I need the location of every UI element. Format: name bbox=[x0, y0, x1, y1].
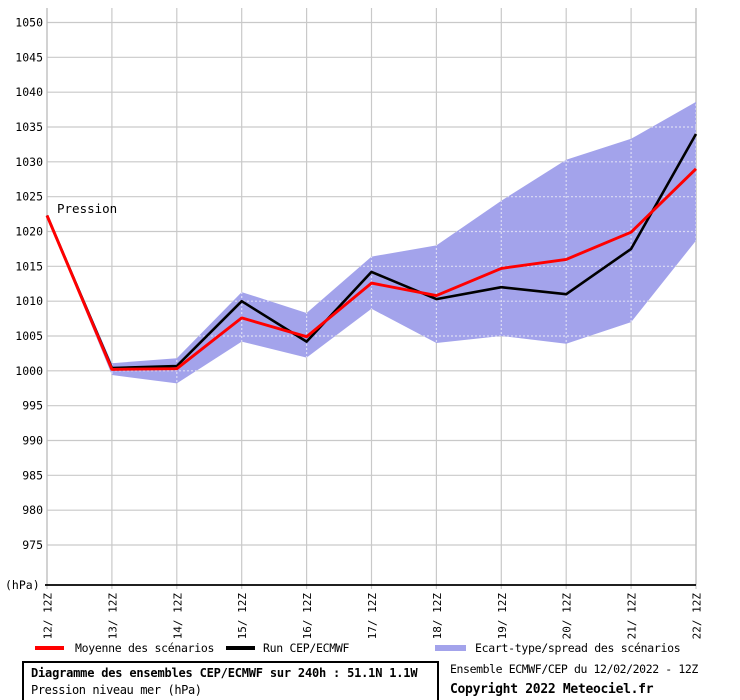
footer-right-block: Ensemble ECMWF/CEP du 12/02/2022 - 12Z C… bbox=[450, 662, 740, 697]
y-tick-label: 1045 bbox=[15, 50, 43, 64]
y-tick-label: 1000 bbox=[15, 364, 43, 378]
mean-scenarios-line bbox=[45, 167, 698, 371]
x-tick-label: 12/ 12Z bbox=[42, 593, 55, 640]
y-tick-label: 1025 bbox=[15, 190, 43, 204]
legend-label-mean: Moyenne des scénarios bbox=[75, 641, 215, 655]
run-info-text: Ensemble ECMWF/CEP du 12/02/2022 - 12Z bbox=[450, 662, 698, 676]
mean-line-swatch bbox=[35, 646, 64, 650]
x-tick-label: 21/ 12Z bbox=[626, 593, 639, 640]
chart-title: Diagramme des ensembles CEP/ECMWF sur 24… bbox=[31, 666, 418, 680]
y-tick-label: 1015 bbox=[15, 259, 43, 273]
y-tick-label: 990 bbox=[22, 434, 43, 448]
pression-label: Pression bbox=[57, 201, 117, 216]
x-tick-label: 16/ 12Z bbox=[301, 593, 314, 640]
x-tick-label: 14/ 12Z bbox=[171, 593, 184, 640]
legend-label-spread: Ecart-type/spread des scénarios bbox=[475, 641, 681, 655]
chart-info-box: Diagramme des ensembles CEP/ECMWF sur 24… bbox=[22, 661, 439, 700]
x-tick-label: 20/ 12Z bbox=[561, 593, 574, 640]
x-tick-label: 19/ 12Z bbox=[496, 593, 509, 640]
x-tick-label: 15/ 12Z bbox=[236, 593, 249, 640]
y-tick-label: 995 bbox=[22, 399, 43, 413]
y-tick-label: 975 bbox=[22, 538, 43, 552]
ensemble-spread-band bbox=[47, 101, 696, 384]
copyright-text: Copyright 2022 Meteociel.fr bbox=[450, 682, 654, 697]
y-tick-label: 1005 bbox=[15, 329, 43, 343]
x-tick-label: 22/ 12Z bbox=[691, 593, 704, 640]
y-tick-label: 1030 bbox=[15, 155, 43, 169]
y-tick-label: 985 bbox=[22, 468, 43, 482]
legend-label-run: Run CEP/ECMWF bbox=[263, 641, 350, 655]
pressure-chart: 975 980 985 990 995 1000 1005 1010 1015 1020 1025 1… bbox=[5, 8, 704, 640]
y-tick-label: 1020 bbox=[15, 225, 43, 239]
y-tick-label: 1035 bbox=[15, 120, 43, 134]
spread-band-swatch bbox=[435, 645, 466, 651]
chart-subtitle: Pression niveau mer (hPa) bbox=[31, 683, 202, 697]
y-tick-label: 1050 bbox=[15, 16, 43, 30]
y-tick-label: 980 bbox=[22, 503, 43, 517]
x-tick-label: 17/ 12Z bbox=[366, 593, 379, 640]
x-tick-label: 18/ 12Z bbox=[431, 593, 444, 640]
x-tick-label: 13/ 12Z bbox=[106, 593, 119, 640]
y-tick-label: 1040 bbox=[15, 85, 43, 99]
y-tick-label: 1010 bbox=[15, 294, 43, 308]
hpa-corner-label: (hPa) bbox=[5, 578, 40, 592]
run-cep-ecmwf-line bbox=[45, 133, 698, 370]
run-line-swatch bbox=[226, 646, 255, 650]
